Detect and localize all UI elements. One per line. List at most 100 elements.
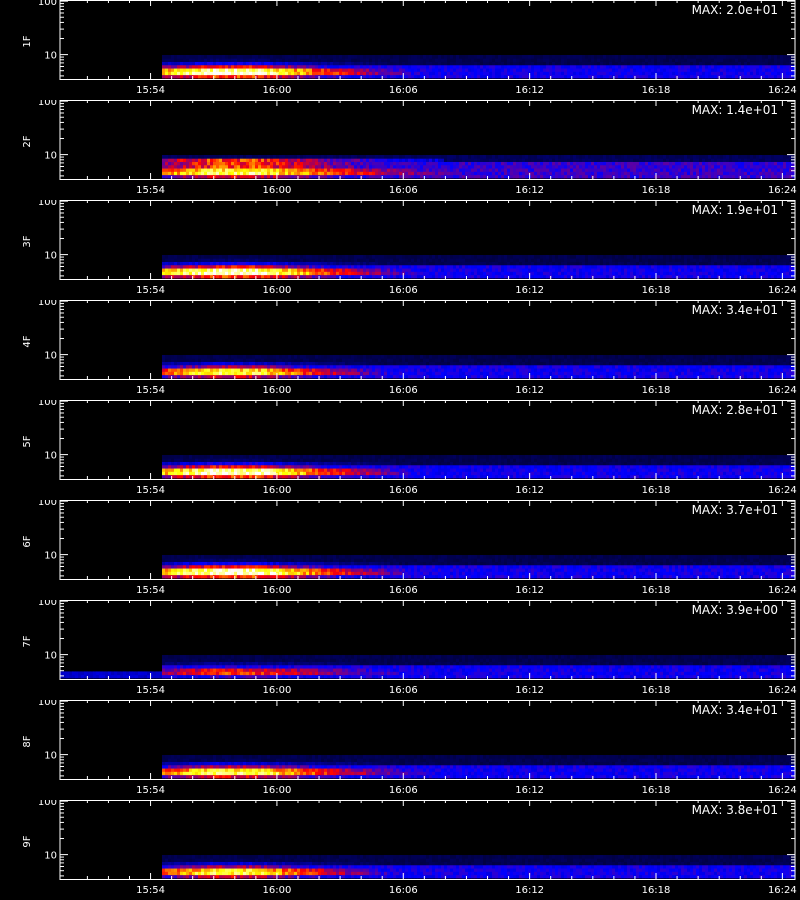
heatmap-cell (582, 158, 586, 162)
heatmap-cell (693, 274, 697, 279)
heatmap-cell (573, 174, 577, 179)
heatmap-cell (411, 55, 415, 59)
heatmap-cell (456, 174, 460, 179)
heatmap-cell (180, 168, 184, 172)
heatmap-cell (297, 171, 301, 176)
heatmap-cell (786, 258, 790, 262)
heatmap-cell (525, 261, 529, 266)
heatmap-cell (513, 168, 517, 172)
heatmap-cell (768, 58, 772, 62)
heatmap-cell (258, 68, 262, 72)
heatmap-cell (195, 164, 199, 169)
heatmap-cell (363, 264, 367, 269)
heatmap-cell (468, 74, 472, 79)
heatmap-cell (213, 174, 217, 179)
heatmap-cell (342, 271, 346, 276)
heatmap-cell (219, 271, 223, 276)
heatmap-cell (222, 61, 226, 66)
heatmap-cell (192, 371, 196, 376)
heatmap-cell (627, 74, 631, 79)
heatmap-cell (774, 161, 778, 166)
heatmap-cell (222, 271, 226, 276)
heatmap-cell (699, 271, 703, 276)
heatmap-cell (555, 68, 559, 72)
heatmap-cell (363, 155, 367, 159)
heatmap-cell (204, 255, 208, 259)
heatmap-cell (177, 68, 181, 72)
heatmap-cell (543, 255, 547, 259)
heatmap-cell (501, 174, 505, 179)
heatmap-cell (534, 58, 538, 62)
heatmap-cell (765, 274, 769, 279)
heatmap-cell (399, 258, 403, 262)
heatmap-cell (372, 264, 376, 269)
heatmap-cell (408, 158, 412, 162)
heatmap-cell (174, 71, 178, 76)
heatmap-cell (342, 168, 346, 172)
heatmap-cell (429, 258, 433, 262)
heatmap-cell (192, 364, 196, 369)
heatmap-cell (297, 161, 301, 166)
heatmap-cell (384, 261, 388, 266)
heatmap-cell (738, 58, 742, 62)
heatmap-cell (702, 58, 706, 62)
heatmap-cell (606, 264, 610, 269)
heatmap-cell (735, 171, 739, 176)
heatmap-cell (693, 164, 697, 169)
heatmap-cell (582, 55, 586, 59)
heatmap-cell (705, 55, 709, 59)
heatmap-cell (513, 274, 517, 279)
heatmap-cell (270, 161, 274, 166)
heatmap-cell (213, 271, 217, 276)
heatmap-cell (339, 68, 343, 72)
heatmap-cell (324, 164, 328, 169)
heatmap-cell (495, 74, 499, 79)
y-tick-label: 10 (44, 251, 57, 262)
heatmap-cell (615, 61, 619, 66)
heatmap-cell (702, 271, 706, 276)
heatmap-cell (168, 55, 172, 59)
heatmap-cell (219, 158, 223, 162)
heatmap-cell (294, 64, 298, 69)
heatmap-cell (387, 255, 391, 259)
heatmap-cell (426, 68, 430, 72)
heatmap-cell (651, 161, 655, 166)
heatmap-cell (369, 255, 373, 259)
heatmap-cell (549, 171, 553, 176)
heatmap-cell (459, 161, 463, 166)
heatmap-cell (561, 268, 565, 272)
heatmap-cell (477, 261, 481, 266)
heatmap-cell (747, 268, 751, 272)
heatmap-cell (183, 368, 187, 372)
heatmap-cell (606, 261, 610, 266)
heatmap-cell (165, 58, 169, 62)
heatmap-cell (243, 371, 247, 376)
heatmap-cell (177, 71, 181, 76)
heatmap-cell (627, 271, 631, 276)
heatmap-cell (684, 55, 688, 59)
heatmap-cell (267, 174, 271, 179)
heatmap-cell (474, 255, 478, 259)
heatmap-cell (747, 174, 751, 179)
heatmap-cell (711, 164, 715, 169)
heatmap-cell (486, 68, 490, 72)
heatmap-cell (237, 271, 241, 276)
heatmap-cell (396, 158, 400, 162)
heatmap-cell (702, 164, 706, 169)
heatmap-cell (219, 171, 223, 176)
heatmap-cell (354, 264, 358, 269)
heatmap-cell (615, 71, 619, 76)
heatmap-cell (165, 274, 169, 279)
heatmap-cell (234, 368, 238, 372)
heatmap-cell (699, 164, 703, 169)
heatmap-cell (264, 255, 268, 259)
heatmap-cell (663, 171, 667, 176)
heatmap-cell (732, 271, 736, 276)
heatmap-cell (423, 264, 427, 269)
heatmap-cell (576, 171, 580, 176)
heatmap-cell (396, 274, 400, 279)
heatmap-cell (534, 61, 538, 66)
heatmap-cell (186, 258, 190, 262)
heatmap-cell (420, 264, 424, 269)
